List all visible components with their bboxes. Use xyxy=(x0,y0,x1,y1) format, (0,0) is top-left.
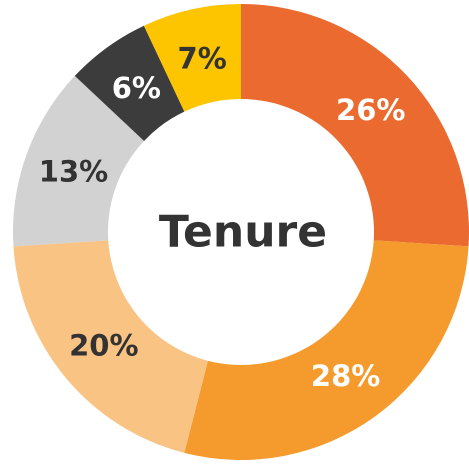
donut-segment xyxy=(13,240,208,453)
donut-segment xyxy=(13,75,145,247)
donut-segment xyxy=(74,25,185,141)
donut-segment xyxy=(241,4,469,247)
data-label: 28% xyxy=(311,359,380,393)
data-label: 6% xyxy=(112,71,161,105)
data-label: 7% xyxy=(178,41,227,75)
donut-segment xyxy=(143,4,241,112)
data-label: 26% xyxy=(336,93,405,127)
data-label: 13% xyxy=(39,155,108,189)
data-label: 20% xyxy=(69,328,138,362)
donut-segment xyxy=(184,240,469,460)
chart-title: Tenure xyxy=(159,207,327,258)
